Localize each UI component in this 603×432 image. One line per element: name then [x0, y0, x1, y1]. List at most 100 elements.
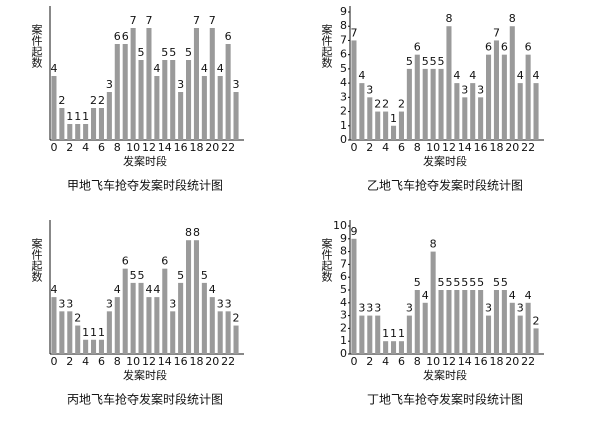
- bar: [533, 83, 539, 140]
- value-label: 1: [82, 326, 89, 339]
- value-label: 3: [66, 297, 73, 310]
- bar: [186, 60, 192, 140]
- value-label: 5: [501, 276, 508, 289]
- bar: [438, 68, 444, 140]
- value-label: 7: [350, 26, 357, 39]
- bar: [351, 238, 357, 354]
- value-label: 2: [533, 314, 540, 327]
- value-label: 4: [201, 62, 208, 75]
- value-label: 5: [169, 46, 176, 59]
- value-label: 5: [177, 269, 184, 282]
- bar: [462, 290, 468, 354]
- y-tick-label: 4: [340, 296, 347, 309]
- chart-caption: 乙地飞车抢夺发案时段统计图: [367, 178, 523, 193]
- value-label: 4: [469, 69, 476, 82]
- bar: [162, 60, 168, 140]
- value-label: 4: [422, 289, 429, 302]
- bar: [75, 325, 81, 354]
- x-tick-label: 10: [126, 141, 140, 154]
- y-tick-label: 4: [340, 76, 347, 89]
- bar: [154, 76, 160, 140]
- x-tick-label: 16: [474, 355, 488, 368]
- value-label: 1: [390, 112, 397, 125]
- value-label: 3: [374, 302, 381, 315]
- bar: [209, 28, 215, 140]
- value-label: 4: [217, 62, 224, 75]
- value-label: 1: [74, 110, 81, 123]
- value-label: 7: [209, 14, 216, 27]
- value-label: 9: [350, 225, 357, 238]
- bar: [91, 339, 97, 354]
- x-tick-label: 4: [82, 141, 89, 154]
- value-label: 2: [398, 98, 405, 111]
- bar: [486, 54, 492, 140]
- value-label: 3: [517, 302, 524, 315]
- value-label: 4: [145, 283, 152, 296]
- value-label: 3: [106, 78, 113, 91]
- bar: [359, 83, 365, 140]
- bar: [414, 290, 420, 354]
- bar: [351, 40, 357, 140]
- y-tick-label: 2: [340, 321, 347, 334]
- value-label: 4: [525, 289, 532, 302]
- x-tick-label: 14: [458, 141, 472, 154]
- value-label: 4: [209, 283, 216, 296]
- bar: [478, 97, 484, 140]
- value-label: 7: [145, 14, 152, 27]
- value-label: 3: [169, 297, 176, 310]
- bar: [470, 290, 476, 354]
- value-label: 4: [509, 289, 516, 302]
- value-label: 2: [233, 312, 240, 325]
- x-tick-label: 16: [174, 355, 188, 368]
- y-tick-label: 9: [340, 5, 347, 18]
- x-axis-label: 发案时段: [123, 154, 167, 168]
- bar: [130, 28, 136, 140]
- x-tick-label: 20: [505, 141, 519, 154]
- value-label: 2: [90, 94, 97, 107]
- bar: [67, 311, 73, 354]
- bar: [186, 240, 192, 354]
- value-label: 2: [74, 312, 81, 325]
- bar: [217, 311, 223, 354]
- bar: [422, 302, 428, 354]
- x-tick-label: 8: [114, 141, 121, 154]
- bar: [383, 341, 389, 354]
- bar: [414, 54, 420, 140]
- bar: [470, 83, 476, 140]
- bar: [162, 268, 168, 354]
- bar: [130, 282, 136, 354]
- bar: [422, 68, 428, 140]
- bar: [67, 124, 73, 140]
- value-label: 5: [138, 269, 145, 282]
- y-tick-label: 3: [340, 90, 347, 103]
- bar: [154, 297, 160, 354]
- value-label: 5: [477, 276, 484, 289]
- bar: [59, 311, 65, 354]
- bar: [146, 297, 152, 354]
- x-tick-label: 10: [126, 355, 140, 368]
- value-label: 5: [430, 55, 437, 68]
- x-tick-label: 6: [98, 141, 105, 154]
- value-label: 3: [233, 78, 240, 91]
- bar: [454, 290, 460, 354]
- y-axis-label: 案件起数: [320, 23, 333, 69]
- bar: [178, 92, 184, 140]
- x-tick-label: 4: [382, 141, 389, 154]
- value-label: 5: [422, 55, 429, 68]
- value-label: 3: [366, 83, 373, 96]
- bar: [122, 44, 128, 140]
- x-tick-label: 0: [50, 355, 57, 368]
- bar: [75, 124, 81, 140]
- x-tick-label: 10: [426, 141, 440, 154]
- x-tick-label: 16: [474, 141, 488, 154]
- value-label: 5: [493, 276, 500, 289]
- bar: [83, 124, 89, 140]
- bar: [478, 290, 484, 354]
- bar: [391, 125, 397, 140]
- bar: [59, 108, 65, 140]
- x-tick-label: 8: [414, 141, 421, 154]
- bar: [375, 111, 381, 140]
- bar: [98, 339, 104, 354]
- x-tick-label: 4: [382, 355, 389, 368]
